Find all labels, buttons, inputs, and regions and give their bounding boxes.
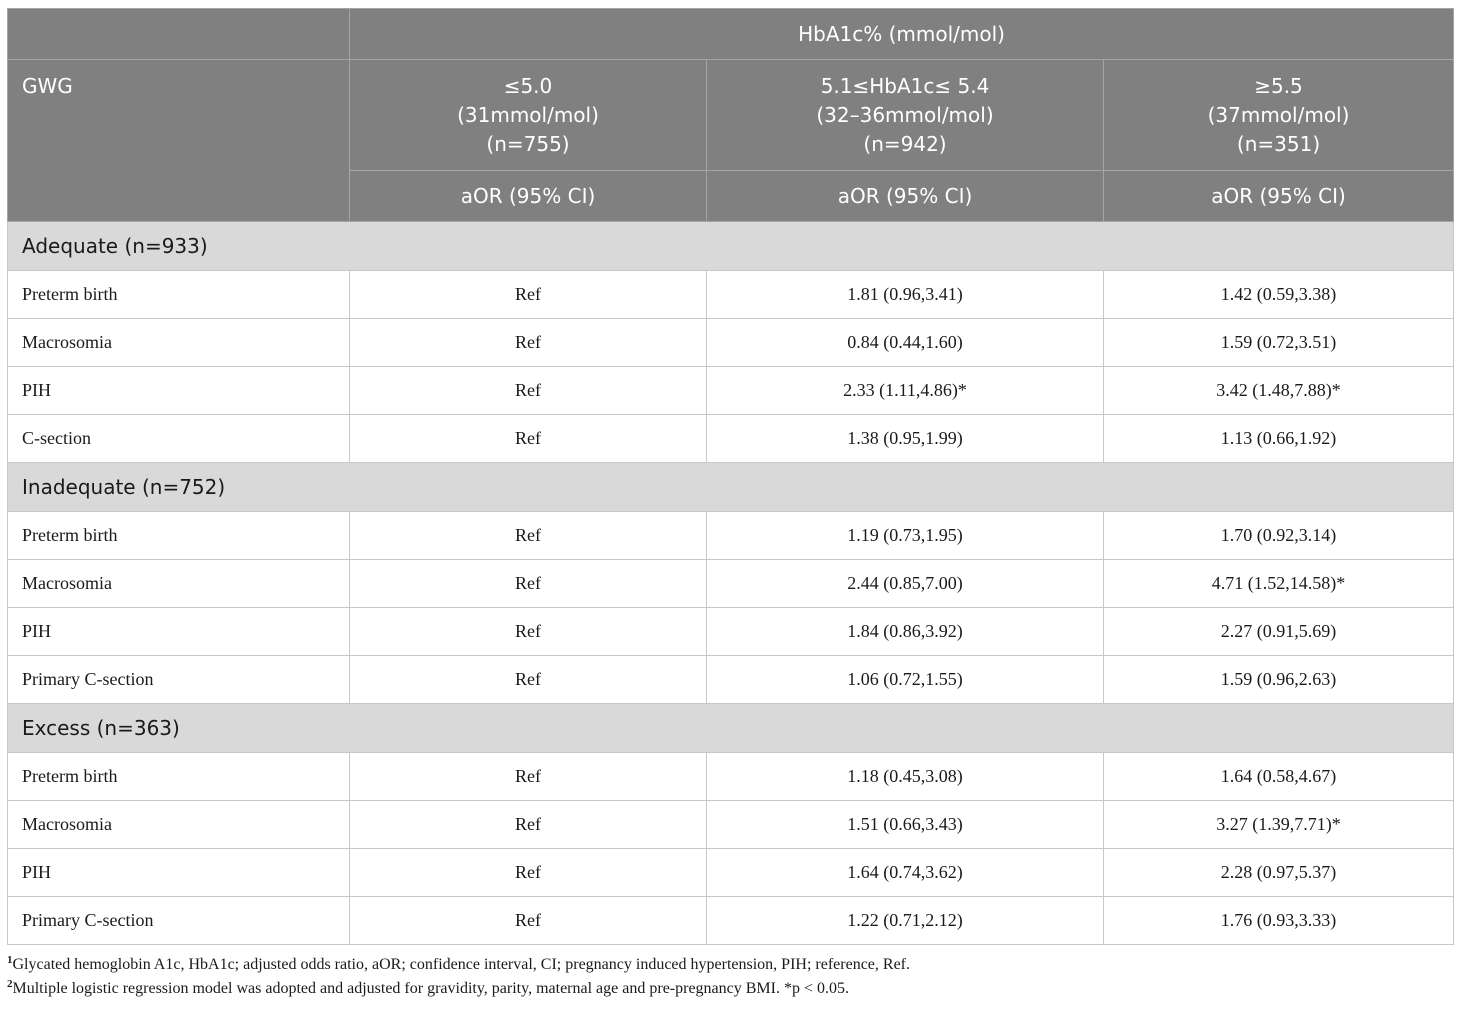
header-aor-3: aOR (95% CI) xyxy=(1102,170,1455,222)
table-row: Primary C-section Ref 1.06 (0.72,1.55) 1.59… xyxy=(7,655,1455,704)
table-row: Preterm birth Ref 1.81 (0.96,3.41) 1.42 (0.… xyxy=(7,270,1455,319)
cell-value: 1.64 (0.74,3.62) xyxy=(706,848,1104,897)
cell-value: Ref xyxy=(349,800,707,849)
cell-value: 1.38 (0.95,1.99) xyxy=(706,414,1104,463)
header-col-1-line: ≤5.0 xyxy=(503,73,553,98)
cell-value: 1.51 (0.66,3.43) xyxy=(706,800,1104,849)
cell-value: 1.84 (0.86,3.92) xyxy=(706,607,1104,656)
table-row: PIH Ref 2.33 (1.11,4.86)* 3.42 (1.48,7.88)* xyxy=(7,366,1455,415)
header-col-1: ≤5.0 (31mmol/mol) (n=755) xyxy=(349,59,707,171)
row-label: Preterm birth xyxy=(7,511,350,560)
footnote-text: Multiple logistic regression model was a… xyxy=(12,980,850,997)
footnote-mark: 2 xyxy=(7,978,13,990)
header-col-2: 5.1≤HbA1c≤ 5.4 (32–36mmol/mol) (n=942) xyxy=(706,59,1104,171)
header-blank xyxy=(7,8,350,60)
table-row: Preterm birth Ref 1.18 (0.45,3.08) 1.64 (0.… xyxy=(7,752,1455,801)
cell-value: 1.19 (0.73,1.95) xyxy=(706,511,1104,560)
footnote: 1Glycated hemoglobin A1c, HbA1c; adjuste… xyxy=(7,953,1453,977)
table-row: Macrosomia Ref 2.44 (0.85,7.00) 4.71 (1.52,… xyxy=(7,559,1455,608)
cell-value: Ref xyxy=(349,752,707,801)
cell-value: 1.22 (0.71,2.12) xyxy=(706,896,1104,945)
cell-value: Ref xyxy=(349,318,707,367)
group-row: Excess (n=363) xyxy=(6,703,1455,753)
cell-value: 3.27 (1.39,7.71)* xyxy=(1102,800,1455,849)
row-label: Preterm birth xyxy=(7,752,350,801)
table-container: HbA1c% (mmol/mol) GWG ≤5.0 (31mmol/mol) … xyxy=(6,8,1455,1001)
header-gwg: GWG xyxy=(7,59,350,222)
header-col-1-line: (n=755) xyxy=(486,131,570,156)
header-col-3-line: (37mmol/mol) xyxy=(1207,102,1350,127)
cell-value: 1.42 (0.59,3.38) xyxy=(1102,270,1455,319)
cell-value: Ref xyxy=(349,414,707,463)
row-label: Preterm birth xyxy=(7,270,350,319)
cell-value: 2.44 (0.85,7.00) xyxy=(706,559,1104,608)
row-label: PIH xyxy=(7,848,350,897)
cell-value: 1.81 (0.96,3.41) xyxy=(706,270,1104,319)
cell-value: 2.28 (0.97,5.37) xyxy=(1102,848,1455,897)
cell-value: Ref xyxy=(349,559,707,608)
cell-value: 1.70 (0.92,3.14) xyxy=(1102,511,1455,560)
table-row: Preterm birth Ref 1.19 (0.73,1.95) 1.70 (0.… xyxy=(7,511,1455,560)
header-col-2-line: (n=942) xyxy=(863,131,947,156)
cell-value: 3.42 (1.48,7.88)* xyxy=(1102,366,1455,415)
header-col-2-line: 5.1≤HbA1c≤ 5.4 xyxy=(820,73,990,98)
header-col-2-line: (32–36mmol/mol) xyxy=(816,102,994,127)
table-row: C-section Ref 1.38 (0.95,1.99) 1.13 (0.66,1… xyxy=(7,414,1455,463)
row-label: PIH xyxy=(7,607,350,656)
cell-value: Ref xyxy=(349,896,707,945)
header-hba1c: HbA1c% (mmol/mol) xyxy=(348,8,1455,60)
header-col-3-line: (n=351) xyxy=(1236,131,1321,156)
footnote-mark: 1 xyxy=(7,954,13,966)
header-col-3: ≥5.5 (37mmol/mol) (n=351) xyxy=(1102,59,1455,171)
row-label: C-section xyxy=(7,414,350,463)
group-row: Adequate (n=933) xyxy=(6,221,1455,271)
cell-value: 1.59 (0.96,2.63) xyxy=(1102,655,1455,704)
footnote-text: Glycated hemoglobin A1c, HbA1c; adjusted… xyxy=(12,956,911,973)
cell-value: 1.13 (0.66,1.92) xyxy=(1102,414,1455,463)
cell-value: 1.64 (0.58,4.67) xyxy=(1102,752,1455,801)
cell-value: Ref xyxy=(349,366,707,415)
row-label: Macrosomia xyxy=(7,800,350,849)
row-label: Macrosomia xyxy=(7,318,350,367)
cell-value: Ref xyxy=(349,511,707,560)
group-row: Inadequate (n=752) xyxy=(6,462,1455,512)
cell-value: 2.33 (1.11,4.86)* xyxy=(706,366,1104,415)
group-label: Adequate (n=933) xyxy=(6,221,1455,271)
header-aor-1: aOR (95% CI) xyxy=(349,170,707,222)
table-row: PIH Ref 1.64 (0.74,3.62) 2.28 (0.97,5.37) xyxy=(7,848,1455,897)
row-label: PIH xyxy=(7,366,350,415)
cell-value: 1.59 (0.72,3.51) xyxy=(1102,318,1455,367)
cell-value: Ref xyxy=(349,607,707,656)
cell-value: Ref xyxy=(349,270,707,319)
cell-value: 1.06 (0.72,1.55) xyxy=(706,655,1104,704)
row-label: Macrosomia xyxy=(7,559,350,608)
row-label: Primary C-section xyxy=(7,655,350,704)
footnote: 2Multiple logistic regression model was … xyxy=(7,977,1453,1001)
header-col-1-line: (31mmol/mol) xyxy=(457,102,599,127)
table-row: Macrosomia Ref 0.84 (0.44,1.60) 1.59 (0.72,… xyxy=(7,318,1455,367)
cell-value: Ref xyxy=(349,848,707,897)
cell-value: 2.27 (0.91,5.69) xyxy=(1102,607,1455,656)
header-col-3-line: ≥5.5 xyxy=(1254,73,1303,98)
footnotes: 1Glycated hemoglobin A1c, HbA1c; adjuste… xyxy=(7,953,1453,1001)
cell-value: 1.76 (0.93,3.33) xyxy=(1102,896,1455,945)
header-aor-2: aOR (95% CI) xyxy=(706,170,1104,222)
table-row: Primary C-section Ref 1.22 (0.71,2.12) 1.76… xyxy=(7,896,1455,945)
group-label: Inadequate (n=752) xyxy=(6,462,1455,512)
cell-value: 0.84 (0.44,1.60) xyxy=(706,318,1104,367)
cell-value: 1.18 (0.45,3.08) xyxy=(706,752,1104,801)
cell-value: 4.71 (1.52,14.58)* xyxy=(1102,559,1455,608)
cell-value: Ref xyxy=(349,655,707,704)
results-table: HbA1c% (mmol/mol) GWG ≤5.0 (31mmol/mol) … xyxy=(6,8,1455,945)
table-row: Macrosomia Ref 1.51 (0.66,3.43) 3.27 (1.39,… xyxy=(7,800,1455,849)
table-row: PIH Ref 1.84 (0.86,3.92) 2.27 (0.91,5.69) xyxy=(7,607,1455,656)
row-label: Primary C-section xyxy=(7,896,350,945)
table-body: Adequate (n=933) Preterm birth Ref 1.81 (0.… xyxy=(6,221,1455,945)
group-label: Excess (n=363) xyxy=(6,703,1455,753)
